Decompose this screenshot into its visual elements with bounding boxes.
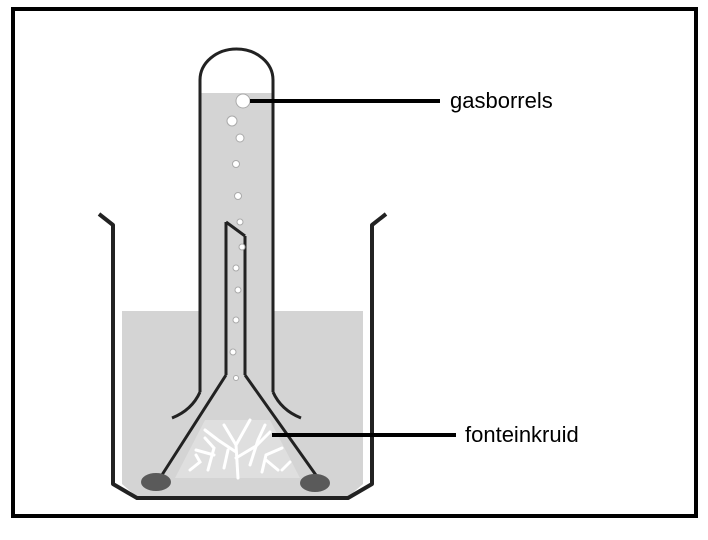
bubble [234, 192, 242, 200]
bubble [234, 286, 242, 294]
plant-area [175, 420, 300, 478]
label-gas-bubbles: gasborrels [450, 88, 553, 113]
bubble [236, 218, 244, 226]
bubble [238, 243, 246, 251]
figure-frame [11, 7, 698, 518]
bubble [229, 348, 237, 356]
stone-left [141, 473, 171, 491]
test-tube-gas [201, 50, 272, 93]
stone-right [300, 474, 330, 492]
bubble [235, 93, 251, 109]
test-tube [198, 47, 275, 392]
bubble [233, 375, 239, 381]
plant-icon [188, 418, 292, 480]
bubble [232, 264, 240, 272]
beaker [97, 212, 388, 500]
tube-rim-right [271, 391, 302, 420]
funnel-cone [158, 374, 320, 479]
gas-bubbles [226, 93, 251, 381]
bubble [232, 316, 240, 324]
test-tube-water [201, 93, 272, 390]
tube-rim-left [171, 391, 202, 420]
bubble [235, 133, 245, 143]
funnel-stem [224, 220, 247, 375]
bubble [226, 115, 238, 127]
bubble [232, 160, 240, 168]
label-plant: fonteinkruid [465, 422, 579, 447]
